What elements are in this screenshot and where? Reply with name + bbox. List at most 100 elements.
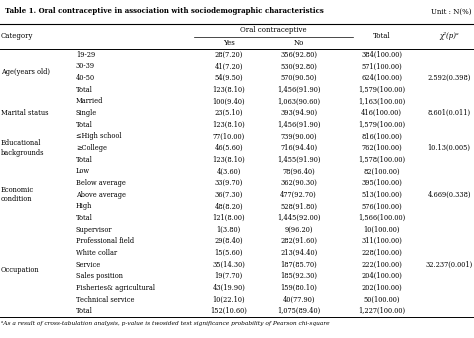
Text: 8.601(0.011): 8.601(0.011) xyxy=(428,109,471,117)
Text: 19(7.70): 19(7.70) xyxy=(215,272,243,280)
Text: Married: Married xyxy=(76,97,103,105)
Text: 1,075(89.40): 1,075(89.40) xyxy=(277,307,320,315)
Text: 43(19.90): 43(19.90) xyxy=(212,284,245,292)
Text: Total: Total xyxy=(76,156,93,164)
Text: 4.669(0.338): 4.669(0.338) xyxy=(428,191,471,199)
Text: 1,579(100.00): 1,579(100.00) xyxy=(358,86,405,94)
Text: 123(8.10): 123(8.10) xyxy=(212,121,245,129)
Text: Sales position: Sales position xyxy=(76,272,123,280)
Text: 202(100.00): 202(100.00) xyxy=(361,284,402,292)
Text: Unit : N(%): Unit : N(%) xyxy=(431,7,472,16)
Text: Oral contraceptive: Oral contraceptive xyxy=(240,26,307,34)
Text: 570(90.50): 570(90.50) xyxy=(280,74,317,82)
Text: 716(94.40): 716(94.40) xyxy=(280,144,317,152)
Text: 187(85.70): 187(85.70) xyxy=(280,261,317,269)
Text: 41(7.20): 41(7.20) xyxy=(214,63,243,71)
Text: Professional field: Professional field xyxy=(76,237,134,245)
Text: Yes: Yes xyxy=(223,39,235,47)
Text: Table 1. Oral contraceptive in association with sociodemographic characteristics: Table 1. Oral contraceptive in associati… xyxy=(5,7,323,16)
Text: 36(7.30): 36(7.30) xyxy=(215,191,243,199)
Text: ᵃAs a result of cross-tabulation analysis, p-value is twosided test significance: ᵃAs a result of cross-tabulation analysi… xyxy=(1,321,329,326)
Text: 228(100.00): 228(100.00) xyxy=(361,249,402,257)
Text: 29(8.40): 29(8.40) xyxy=(214,237,243,245)
Text: 384(100.00): 384(100.00) xyxy=(361,51,402,59)
Text: 816(100.00): 816(100.00) xyxy=(361,132,402,140)
Text: 1,578(100.00): 1,578(100.00) xyxy=(358,156,405,164)
Text: 10(100.00): 10(100.00) xyxy=(363,226,400,234)
Text: 1,566(100.00): 1,566(100.00) xyxy=(358,214,405,222)
Text: 100(9.40): 100(9.40) xyxy=(212,97,245,105)
Text: 1,456(91.90): 1,456(91.90) xyxy=(277,86,320,94)
Text: 1(3.80): 1(3.80) xyxy=(217,226,241,234)
Text: 33(9.70): 33(9.70) xyxy=(215,179,243,187)
Text: 395(100.00): 395(100.00) xyxy=(361,179,402,187)
Text: Age(years old): Age(years old) xyxy=(1,68,50,76)
Text: 311(100.00): 311(100.00) xyxy=(361,237,402,245)
Text: 739(90.00): 739(90.00) xyxy=(280,132,317,140)
Text: 1,455(91.90): 1,455(91.90) xyxy=(277,156,320,164)
Text: Single: Single xyxy=(76,109,97,117)
Text: 222(100.00): 222(100.00) xyxy=(361,261,402,269)
Text: 30-39: 30-39 xyxy=(76,63,95,71)
Text: χ²(p)ᵃ: χ²(p)ᵃ xyxy=(439,32,459,40)
Text: 32.237(0.001): 32.237(0.001) xyxy=(426,261,473,269)
Text: 1,445(92.00): 1,445(92.00) xyxy=(277,214,320,222)
Text: Technical service: Technical service xyxy=(76,295,134,304)
Text: Economic
condition: Economic condition xyxy=(1,186,34,203)
Text: 362(90.30): 362(90.30) xyxy=(280,179,317,187)
Text: 528(91.80): 528(91.80) xyxy=(280,202,317,210)
Text: Educational
backgrounds: Educational backgrounds xyxy=(1,140,45,157)
Text: ≥College: ≥College xyxy=(76,144,107,152)
Text: 77(10.00): 77(10.00) xyxy=(212,132,245,140)
Text: 121(8.00): 121(8.00) xyxy=(212,214,245,222)
Text: 185(92.30): 185(92.30) xyxy=(280,272,317,280)
Text: 40(77.90): 40(77.90) xyxy=(283,295,315,304)
Text: 1,163(100.00): 1,163(100.00) xyxy=(358,97,405,105)
Text: 477(92.70): 477(92.70) xyxy=(280,191,317,199)
Text: Service: Service xyxy=(76,261,101,269)
Text: Fisheries& agricultural: Fisheries& agricultural xyxy=(76,284,155,292)
Text: 416(100.00): 416(100.00) xyxy=(361,109,402,117)
Text: 159(80.10): 159(80.10) xyxy=(280,284,317,292)
Text: Total: Total xyxy=(76,121,93,129)
Text: 1,579(100.00): 1,579(100.00) xyxy=(358,121,405,129)
Text: 54(9.50): 54(9.50) xyxy=(214,74,243,82)
Text: High: High xyxy=(76,202,92,210)
Text: Occupation: Occupation xyxy=(1,266,39,274)
Text: 571(100.00): 571(100.00) xyxy=(361,63,402,71)
Text: 10(22.10): 10(22.10) xyxy=(212,295,245,304)
Text: 513(100.00): 513(100.00) xyxy=(361,191,402,199)
Text: 23(5.10): 23(5.10) xyxy=(214,109,243,117)
Text: 123(8.10): 123(8.10) xyxy=(212,156,245,164)
Text: 213(94.40): 213(94.40) xyxy=(280,249,317,257)
Text: 576(100.00): 576(100.00) xyxy=(361,202,402,210)
Text: 1,456(91.90): 1,456(91.90) xyxy=(277,121,320,129)
Text: 282(91.60): 282(91.60) xyxy=(280,237,317,245)
Text: Low: Low xyxy=(76,167,90,175)
Text: Total: Total xyxy=(373,32,391,40)
Text: No: No xyxy=(293,39,304,47)
Text: 624(100.00): 624(100.00) xyxy=(361,74,402,82)
Text: 28(7.20): 28(7.20) xyxy=(215,51,243,59)
Text: White collar: White collar xyxy=(76,249,117,257)
Text: 78(96.40): 78(96.40) xyxy=(282,167,315,175)
Text: Category: Category xyxy=(1,32,34,40)
Text: 152(10.60): 152(10.60) xyxy=(210,307,247,315)
Text: 762(100.00): 762(100.00) xyxy=(361,144,402,152)
Text: 204(100.00): 204(100.00) xyxy=(361,272,402,280)
Text: 9(96.20): 9(96.20) xyxy=(284,226,313,234)
Text: 4(3.60): 4(3.60) xyxy=(217,167,241,175)
Text: Supervisor: Supervisor xyxy=(76,226,112,234)
Text: Total: Total xyxy=(76,86,93,94)
Text: 393(94.90): 393(94.90) xyxy=(280,109,317,117)
Text: 15(5.60): 15(5.60) xyxy=(214,249,243,257)
Text: Above average: Above average xyxy=(76,191,126,199)
Text: 46(5.60): 46(5.60) xyxy=(214,144,243,152)
Text: 356(92.80): 356(92.80) xyxy=(280,51,317,59)
Text: 1,227(100.00): 1,227(100.00) xyxy=(358,307,405,315)
Text: 19-29: 19-29 xyxy=(76,51,95,59)
Text: 123(8.10): 123(8.10) xyxy=(212,86,245,94)
Text: 10.13(0.005): 10.13(0.005) xyxy=(428,144,471,152)
Text: 82(100.00): 82(100.00) xyxy=(363,167,400,175)
Text: 50(100.00): 50(100.00) xyxy=(363,295,400,304)
